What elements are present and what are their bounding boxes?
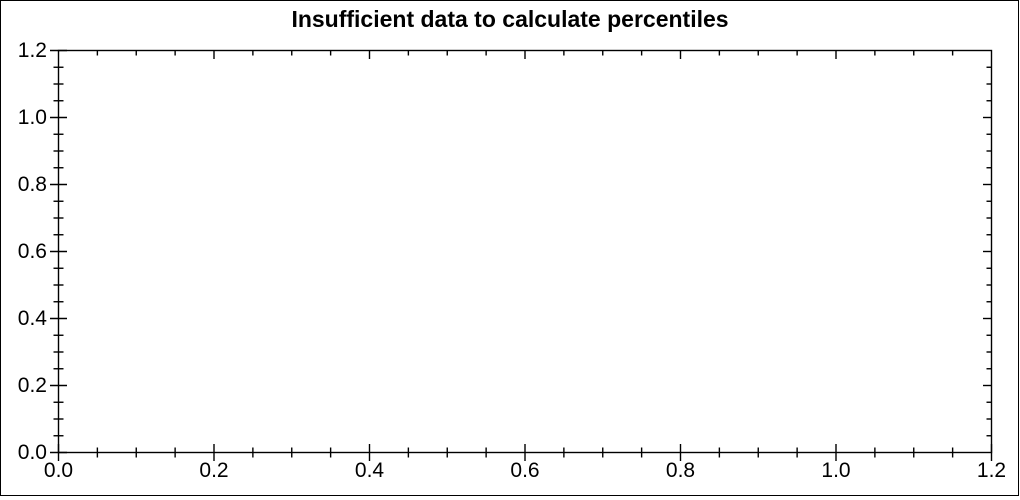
y-tick-label: 0.0 — [17, 440, 47, 464]
y-tick-label: 1.0 — [17, 105, 47, 129]
x-tick-label: 0.4 — [354, 459, 385, 482]
y-tick-label: 0.2 — [17, 373, 47, 397]
plot-frame — [57, 49, 993, 454]
x-tick-label: 0.0 — [43, 459, 74, 482]
y-tick-label: 0.8 — [17, 172, 47, 196]
y-tick-label: 1.2 — [17, 38, 47, 62]
x-tick-label: 1.2 — [976, 459, 1007, 482]
y-tick-label: 0.4 — [17, 306, 47, 330]
x-tick-label: 1.0 — [821, 459, 851, 482]
x-tick-label: 0.6 — [510, 459, 540, 482]
y-tick-label: 0.6 — [17, 239, 47, 263]
x-tick-label: 0.2 — [199, 459, 229, 482]
chart-title: Insufficient data to calculate percentil… — [291, 6, 729, 32]
x-tick-label: 0.8 — [665, 459, 696, 482]
